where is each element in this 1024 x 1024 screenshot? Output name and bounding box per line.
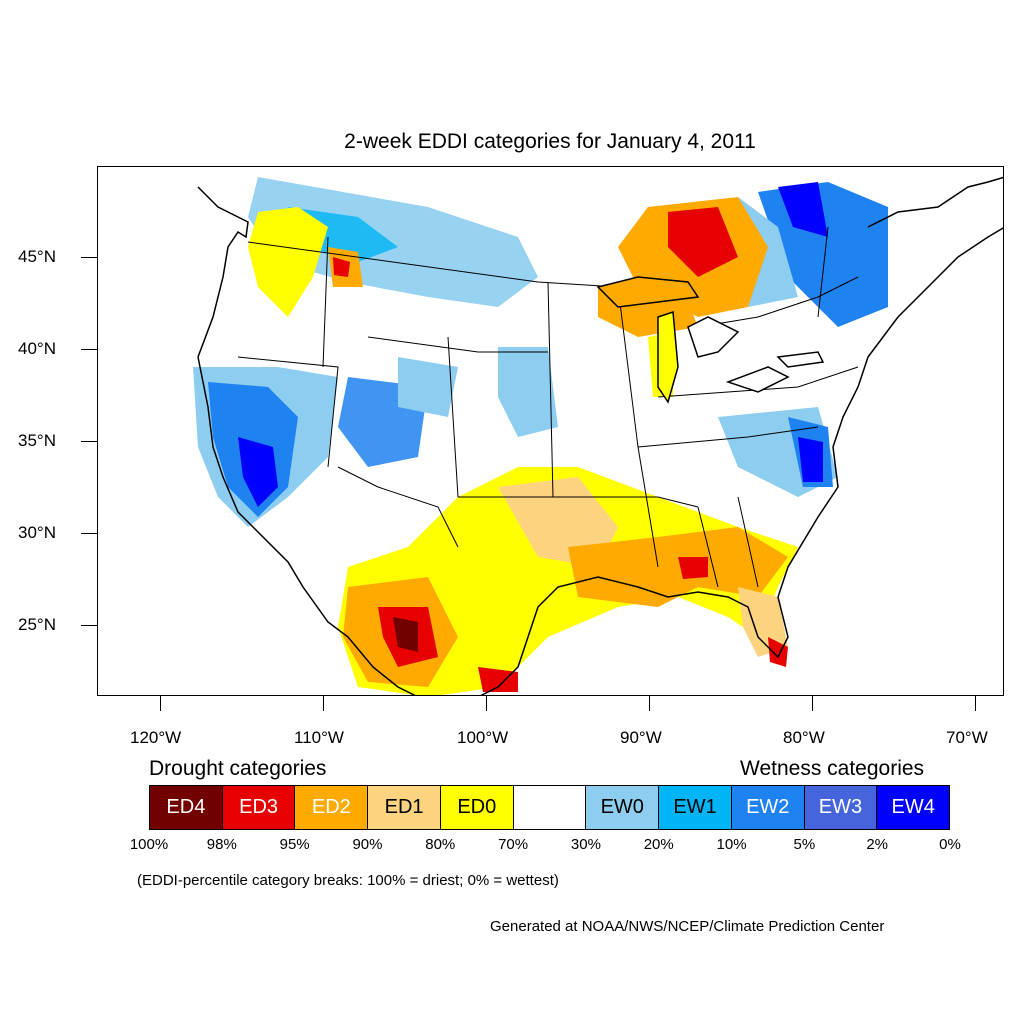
percentile-label: 80% <box>425 836 456 853</box>
legend-cell-ed4: ED4 <box>150 786 223 829</box>
lat-label-40: 40°N <box>18 339 56 358</box>
lon-label-100: 100°W <box>457 728 509 747</box>
percentile-label: 0% <box>939 836 961 853</box>
legend-cell-ew2: EW2 <box>731 786 805 829</box>
wetness-heading: Wetness categories <box>740 757 925 780</box>
legend-cell-normal <box>513 786 587 829</box>
percentile-label: 20% <box>643 836 674 853</box>
lon-label-110: 110°W <box>294 728 344 747</box>
lon-label-120: 120°W <box>130 728 182 747</box>
lon-tick <box>160 696 161 711</box>
lat-tick <box>81 625 97 626</box>
legend-cell-ew3: EW3 <box>804 786 878 829</box>
lat-label-25: 25°N <box>18 615 56 634</box>
legend-cell-ed1: ED1 <box>368 786 441 829</box>
category-legend: ED4 ED3 ED2 ED1 ED0 EW0 EW1 EW2 EW3 EW4 <box>149 785 950 830</box>
state-borders <box>237 226 859 588</box>
lat-tick <box>81 257 97 258</box>
lat-label-35: 35°N <box>18 431 56 450</box>
lon-tick <box>812 696 813 711</box>
percentile-label: 2% <box>866 836 889 853</box>
eddi-map <box>193 176 1003 695</box>
legend-cell-ew0: EW0 <box>586 786 660 829</box>
drought-heading: Drought categories <box>149 757 327 780</box>
percentile-label: 70% <box>498 836 529 853</box>
percentile-label: 95% <box>279 836 310 853</box>
percentile-label: 30% <box>570 836 601 853</box>
percentile-label: 90% <box>352 836 383 853</box>
legend-cell-ew1: EW1 <box>659 786 732 829</box>
coastlines <box>197 176 1003 695</box>
lon-tick <box>486 696 487 711</box>
map-title: 2-week EDDI categories for January 4, 20… <box>344 130 756 153</box>
map-frame <box>97 166 1004 696</box>
lat-tick <box>81 349 97 350</box>
great-lakes <box>596 276 825 404</box>
legend-cell-ed0: ED0 <box>440 786 514 829</box>
lat-tick <box>81 533 97 534</box>
legend-cell-ew4: EW4 <box>877 786 950 829</box>
lon-tick <box>649 696 650 711</box>
percentile-label: 10% <box>716 836 747 853</box>
legend-cell-ed3: ED3 <box>222 786 296 829</box>
credit-line: Generated at NOAA/NWS/NCEP/Climate Predi… <box>490 918 885 935</box>
percentile-label: 98% <box>206 836 237 853</box>
lon-tick <box>323 696 324 711</box>
category-note: (EDDI-percentile category breaks: 100% =… <box>137 872 559 889</box>
lon-label-80: 80°W <box>783 728 825 747</box>
lon-tick <box>975 696 976 711</box>
lat-label-30: 30°N <box>18 523 56 542</box>
lon-label-70: 70°W <box>946 728 988 747</box>
lat-label-45: 45°N <box>18 247 56 266</box>
legend-cell-ed2: ED2 <box>295 786 369 829</box>
lat-tick <box>81 441 97 442</box>
percentile-label: 5% <box>793 836 816 853</box>
percentile-label: 100% <box>129 836 169 853</box>
lon-label-90: 90°W <box>620 728 662 747</box>
